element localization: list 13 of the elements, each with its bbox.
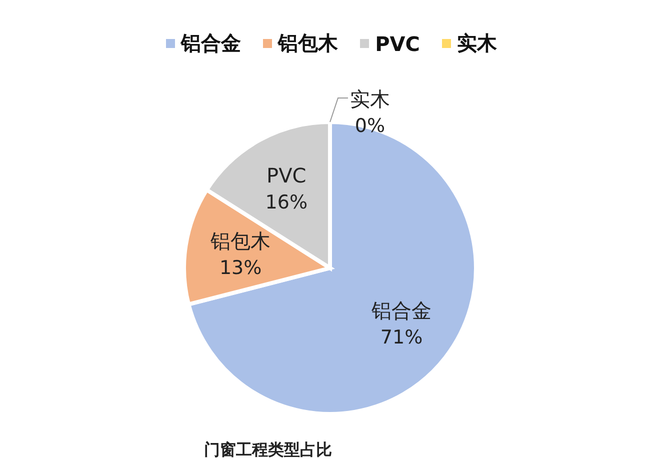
text: 0% [354, 115, 386, 137]
slice-label: 铝包木 [210, 228, 271, 253]
legend-label: 实木 [350, 87, 390, 111]
legend-label: 铝包木 [276, 30, 338, 57]
text: 门窗工程类型占比 [203, 440, 333, 461]
legend-label: PVC [374, 30, 420, 57]
slice-label: 铝合金 [370, 298, 432, 322]
data-label: 71% [380, 326, 423, 348]
data-label: 13% [219, 256, 262, 279]
data-label: 16% [265, 192, 308, 214]
legend-label: 铝合金 [179, 30, 242, 57]
slice-label: PVC [266, 164, 306, 188]
category-label: 实木 [456, 31, 497, 55]
